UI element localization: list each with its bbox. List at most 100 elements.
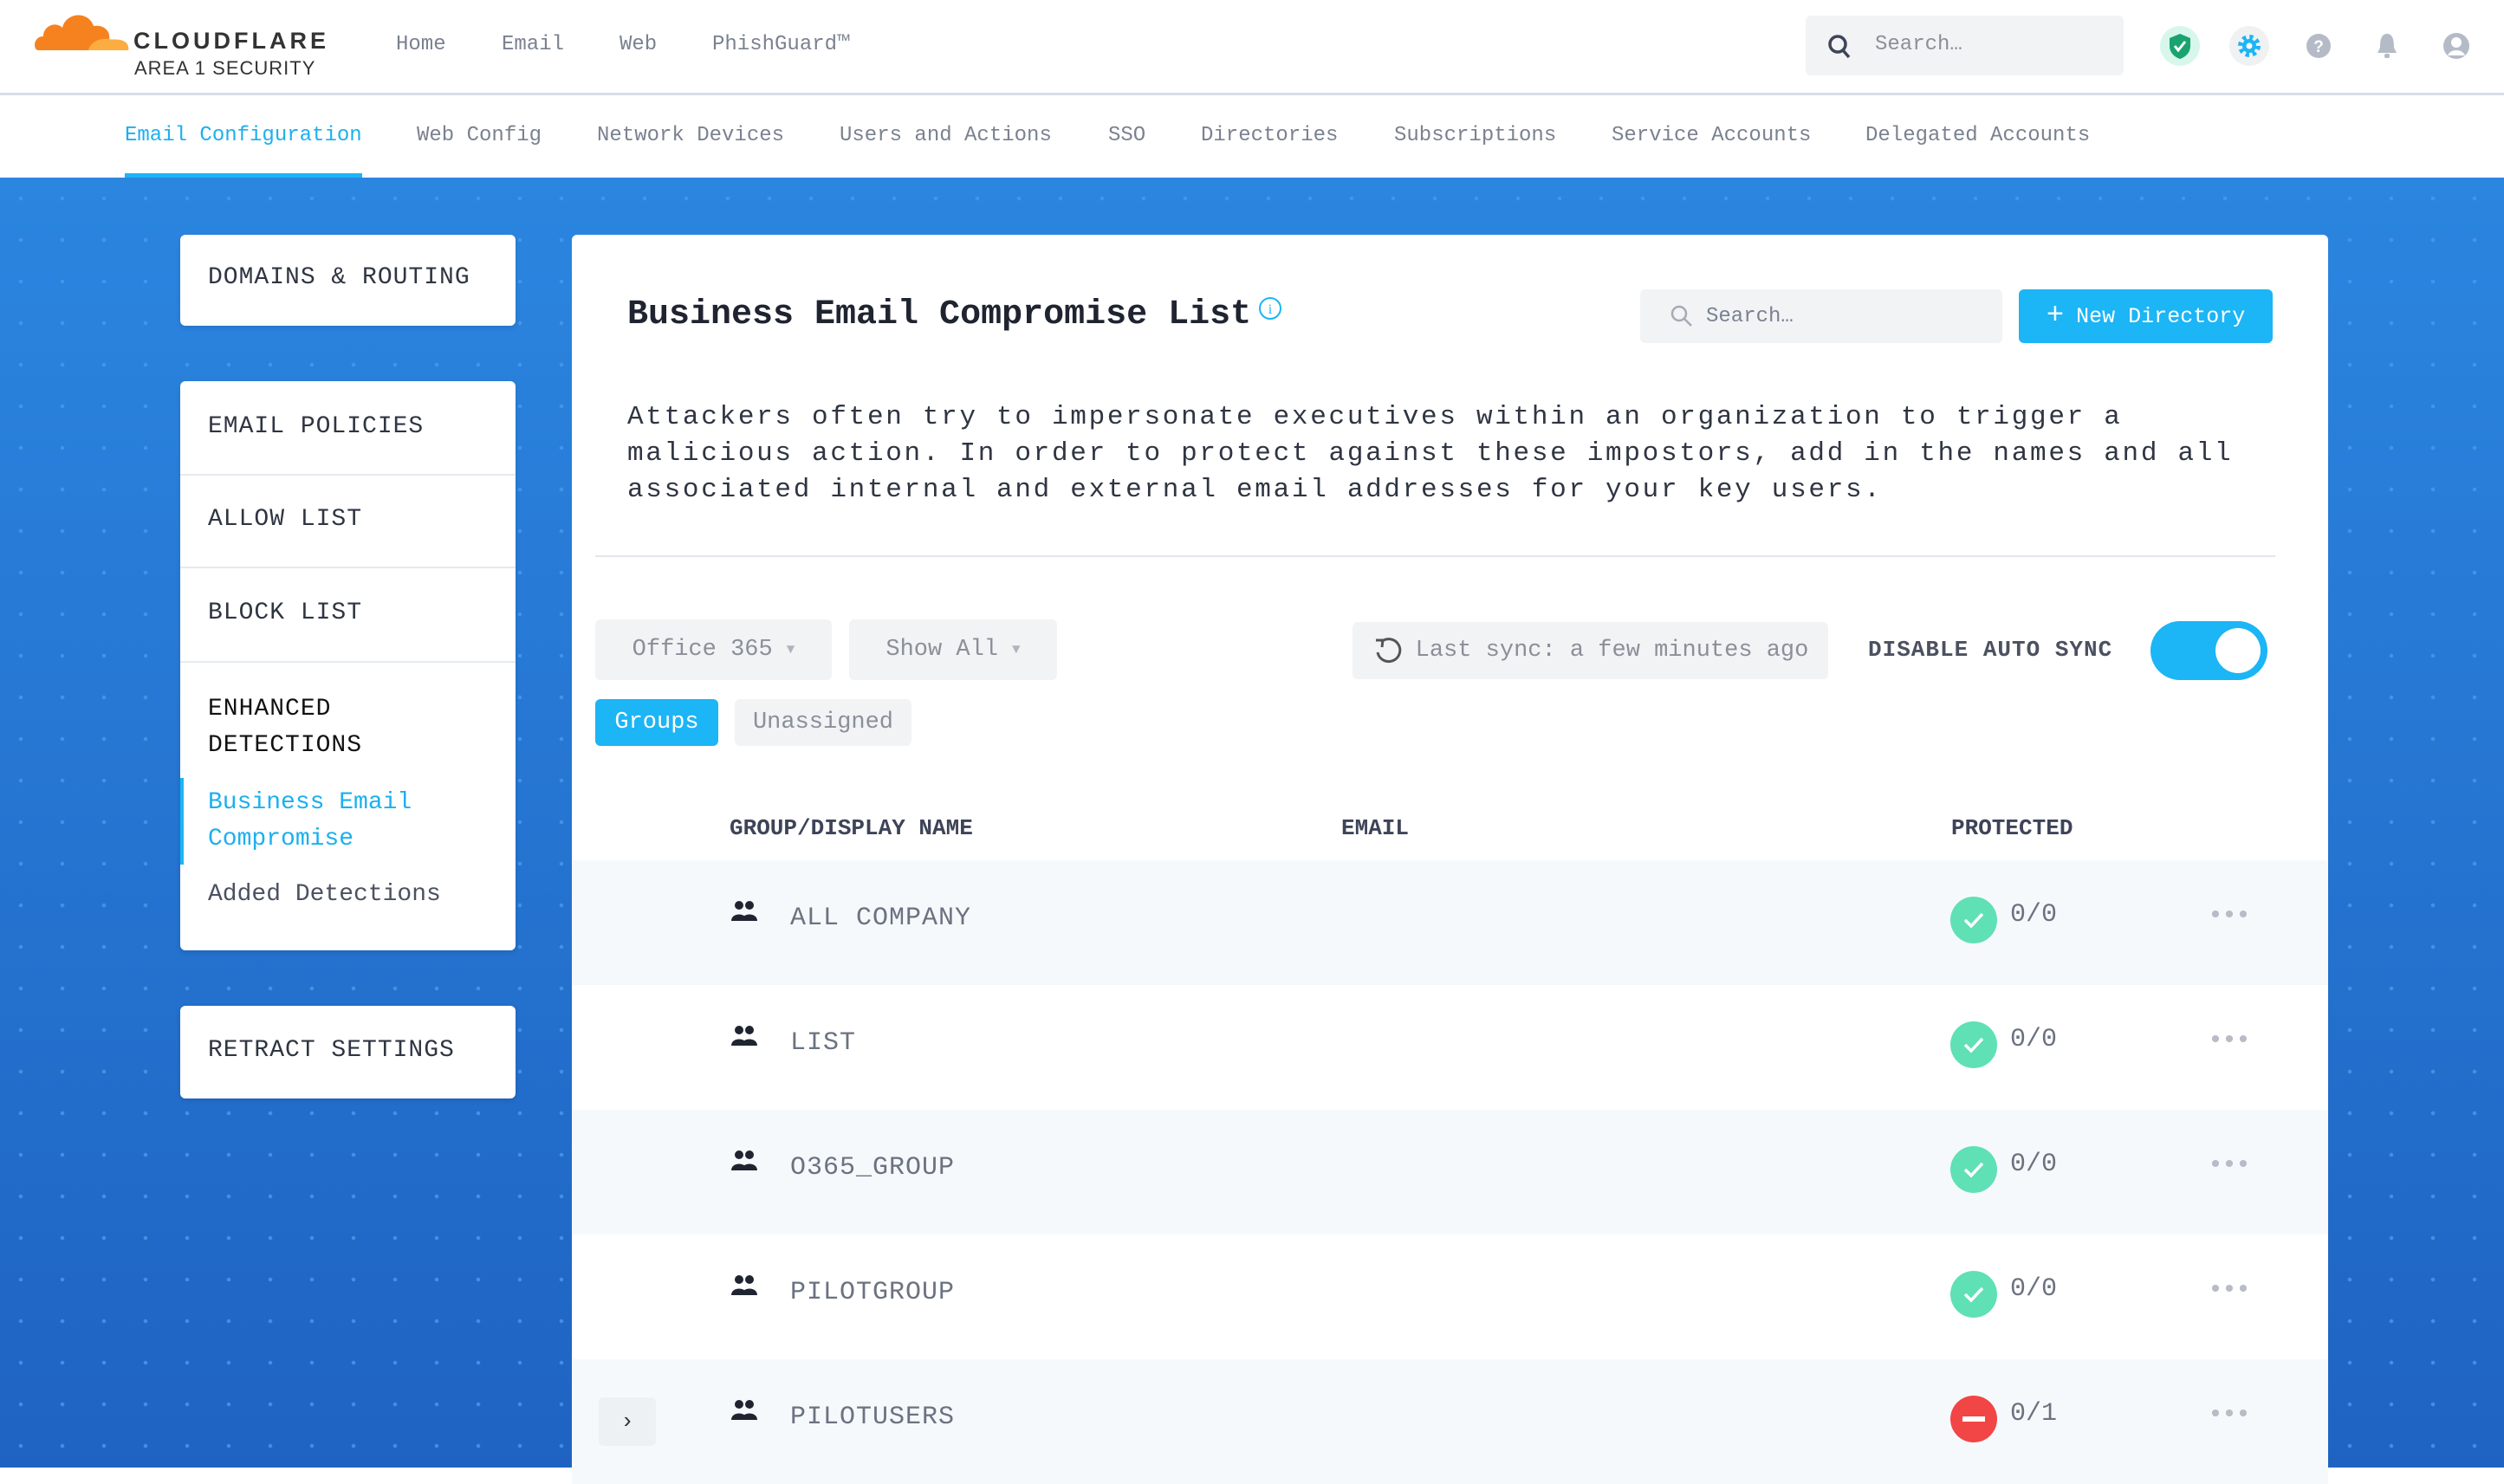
sidebar-item-label: RETRACT SETTINGS [208, 1037, 455, 1064]
nav-phishguard[interactable]: PhishGuard™ [712, 33, 850, 56]
search-icon [1828, 35, 1851, 59]
user-icon[interactable] [2436, 26, 2476, 66]
check-circle-icon [1950, 1021, 1997, 1068]
sidebar-item-business-email-compromise[interactable]: Business Email Compromise [208, 789, 412, 852]
tab-email-configuration[interactable]: Email Configuration [125, 124, 362, 178]
sidebar-item-email-policies[interactable]: EMAIL POLICIES [208, 413, 425, 440]
group-icon [730, 900, 759, 927]
tab-directories[interactable]: Directories [1201, 124, 1339, 147]
divider [180, 474, 516, 476]
search-placeholder: Search… [1875, 33, 1962, 56]
tab-network-devices[interactable]: Network Devices [597, 124, 785, 147]
table-row[interactable]: ALL COMPANY 0/0 ••• [572, 860, 2328, 985]
caret-down-icon: ▼ [1012, 642, 1021, 658]
tab-subscriptions[interactable]: Subscriptions [1394, 124, 1557, 147]
minus-circle-icon [1950, 1396, 1997, 1442]
sync-now-button[interactable]: Last sync: a few minutes ago [1353, 622, 1828, 679]
table-row[interactable]: O365_GROUP 0/0 ••• [572, 1110, 2328, 1235]
last-sync-text: Last sync: a few minutes ago [1415, 638, 1809, 664]
plus-icon: + [2046, 300, 2065, 333]
caret-down-icon: ▼ [786, 642, 795, 658]
divider [180, 661, 516, 663]
more-options-icon[interactable]: ••• [2208, 1276, 2251, 1306]
nav-web[interactable]: Web [620, 33, 658, 56]
table-row[interactable]: PILOTGROUP 0/0 ••• [572, 1235, 2328, 1359]
protected-count: 0/0 [2010, 1150, 2058, 1179]
group-name: O365_GROUP [790, 1153, 956, 1183]
info-icon[interactable]: i [1257, 295, 1283, 321]
tab-delegated-accounts[interactable]: Delegated Accounts [1865, 124, 2091, 147]
column-header-email[interactable]: EMAIL [1341, 815, 1410, 841]
sub-navigation: Email Configuration Web Config Network D… [0, 98, 2504, 178]
dropdown-value: Show All [885, 637, 998, 663]
svg-text:?: ? [2313, 38, 2324, 56]
new-directory-button[interactable]: + New Directory [2019, 289, 2273, 343]
sidebar-retract-settings[interactable]: RETRACT SETTINGS [180, 1006, 516, 1098]
group-icon [730, 1025, 759, 1052]
tab-service-accounts[interactable]: Service Accounts [1612, 124, 1812, 147]
directory-search-input[interactable]: Search… [1640, 289, 2002, 343]
nav-home[interactable]: Home [396, 33, 446, 56]
help-icon[interactable]: ? [2299, 26, 2339, 66]
global-search-input[interactable]: Search… [1806, 16, 2124, 75]
tab-sso[interactable]: SSO [1108, 124, 1146, 147]
group-name: PILOTGROUP [790, 1278, 956, 1307]
sidebar-item-label: DOMAINS & ROUTING [208, 264, 470, 291]
group-name: PILOTUSERS [790, 1403, 956, 1432]
page-title: Business Email Compromise List [627, 295, 1252, 334]
filter-dropdown[interactable]: Show All ▼ [849, 619, 1057, 680]
divider [595, 555, 2275, 557]
brand-subtitle: AREA 1 SECURITY [134, 57, 316, 79]
source-dropdown[interactable]: Office 365 ▼ [595, 619, 832, 680]
search-icon [1670, 305, 1692, 327]
group-icon [730, 1399, 759, 1426]
divider [180, 567, 516, 568]
sidebar-domains-routing[interactable]: DOMAINS & ROUTING [180, 235, 516, 326]
check-circle-icon [1950, 1146, 1997, 1193]
table-row[interactable]: › PILOTUSERS 0/1 ••• [572, 1359, 2328, 1484]
more-options-icon[interactable]: ••• [2208, 1401, 2251, 1430]
group-name: LIST [790, 1028, 857, 1058]
group-name: ALL COMPANY [790, 904, 972, 933]
toggle-knob [2215, 628, 2261, 673]
tab-unassigned[interactable]: Unassigned [735, 699, 911, 746]
refresh-icon [1375, 638, 1401, 664]
dropdown-value: Office 365 [632, 637, 773, 663]
column-header-protected[interactable]: PROTECTED [1951, 815, 2073, 841]
sidebar-item-allow-list[interactable]: ALLOW LIST [208, 506, 363, 533]
auto-sync-toggle[interactable] [2150, 621, 2267, 680]
protected-count: 0/1 [2010, 1399, 2058, 1429]
active-indicator [180, 778, 184, 865]
top-header: CLOUDFLARE AREA 1 SECURITY Home Email We… [0, 0, 2504, 95]
protected-count: 0/0 [2010, 900, 2058, 930]
check-circle-icon [1950, 1271, 1997, 1318]
more-options-icon[interactable]: ••• [2208, 1151, 2251, 1181]
column-header-name[interactable]: GROUP/DISPLAY NAME [730, 815, 973, 841]
tab-groups[interactable]: Groups [595, 699, 718, 746]
gear-icon[interactable] [2229, 26, 2269, 66]
cloud-logo-icon [35, 15, 129, 50]
sidebar-item-added-detections[interactable]: Added Detections [208, 881, 441, 908]
more-options-icon[interactable]: ••• [2208, 902, 2251, 931]
more-options-icon[interactable]: ••• [2208, 1027, 2251, 1056]
tab-users-and-actions[interactable]: Users and Actions [840, 124, 1052, 147]
tab-web-config[interactable]: Web Config [417, 124, 542, 147]
sidebar-email-policies-card: EMAIL POLICIES ALLOW LIST BLOCK LIST ENH… [180, 381, 516, 950]
table-row[interactable]: LIST 0/0 ••• [572, 985, 2328, 1110]
shield-check-icon[interactable] [2160, 26, 2200, 66]
svg-text:i: i [1268, 302, 1273, 317]
sidebar-item-block-list[interactable]: BLOCK LIST [208, 599, 363, 626]
nav-email[interactable]: Email [502, 33, 565, 56]
protected-count: 0/0 [2010, 1025, 2058, 1054]
auto-sync-label: DISABLE AUTO SYNC [1868, 637, 2113, 663]
button-label: New Directory [2076, 303, 2246, 329]
expand-chevron-icon[interactable]: › [599, 1397, 656, 1446]
bell-icon[interactable] [2367, 26, 2407, 66]
group-icon [730, 1274, 759, 1301]
description-text: Attackers often try to impersonate execu… [627, 402, 2234, 505]
cloudflare-logo[interactable]: CLOUDFLARE AREA 1 SECURITY [33, 7, 326, 79]
protected-count: 0/0 [2010, 1274, 2058, 1304]
check-circle-icon [1950, 897, 1997, 943]
search-placeholder: Search… [1706, 304, 1794, 328]
sidebar-item-enhanced-detections[interactable]: ENHANCED DETECTIONS [208, 696, 363, 759]
